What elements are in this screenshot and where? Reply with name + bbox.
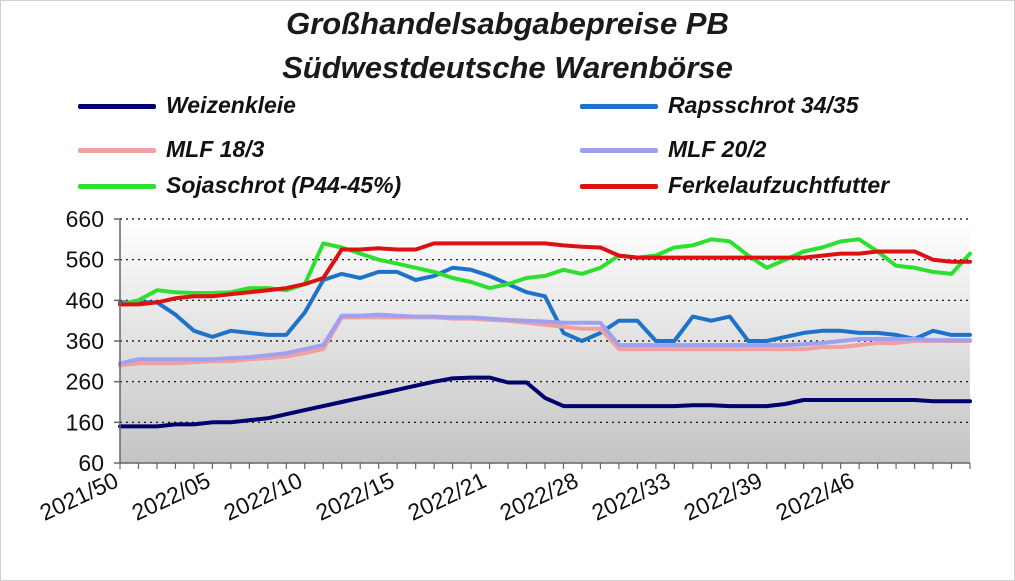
x-tick-label: 2022/39 — [680, 467, 766, 526]
legend-label: Ferkelaufzuchtfutter — [668, 172, 890, 198]
x-tick-label: 2022/28 — [496, 467, 582, 526]
series-line — [118, 315, 972, 368]
series-line — [118, 312, 972, 366]
x-tick-label: 2022/46 — [772, 467, 858, 526]
y-tick-label: 460 — [66, 287, 104, 313]
series-line — [118, 265, 972, 343]
x-tick-label: 2022/21 — [404, 467, 490, 526]
legend-label: MLF 18/3 — [166, 136, 265, 162]
legend-swatch — [78, 148, 156, 153]
y-tick-label: 360 — [66, 328, 104, 354]
y-tick-label: 660 — [66, 206, 104, 232]
x-tick-label: 2022/05 — [128, 467, 214, 526]
series-line — [118, 241, 972, 307]
y-tick-label: 260 — [66, 369, 104, 395]
chart-title: Großhandelsabgabepreise PB — [286, 6, 729, 41]
series-line — [118, 375, 972, 429]
x-tick-label: 2022/10 — [220, 467, 306, 526]
series-line — [118, 237, 972, 307]
chart-subtitle: Südwestdeutsche Warenbörse — [282, 50, 733, 85]
y-tick-label: 560 — [66, 247, 104, 273]
legend-swatch — [78, 184, 156, 189]
legend-swatch — [78, 104, 156, 109]
y-tick-label: 60 — [78, 450, 104, 476]
legend-label: Rapsschrot 34/35 — [668, 92, 859, 118]
legend-label: MLF 20/2 — [668, 136, 767, 162]
x-tick-label: 2022/15 — [312, 467, 398, 526]
legend-swatch — [580, 104, 658, 109]
legend-label: Weizenkleie — [166, 92, 296, 118]
y-tick-label: 160 — [66, 409, 104, 435]
legend-label: Sojaschrot (P44-45%) — [166, 172, 402, 198]
legend-swatch — [580, 148, 658, 153]
legend-swatch — [580, 184, 658, 189]
x-tick-label: 2022/33 — [588, 467, 674, 526]
